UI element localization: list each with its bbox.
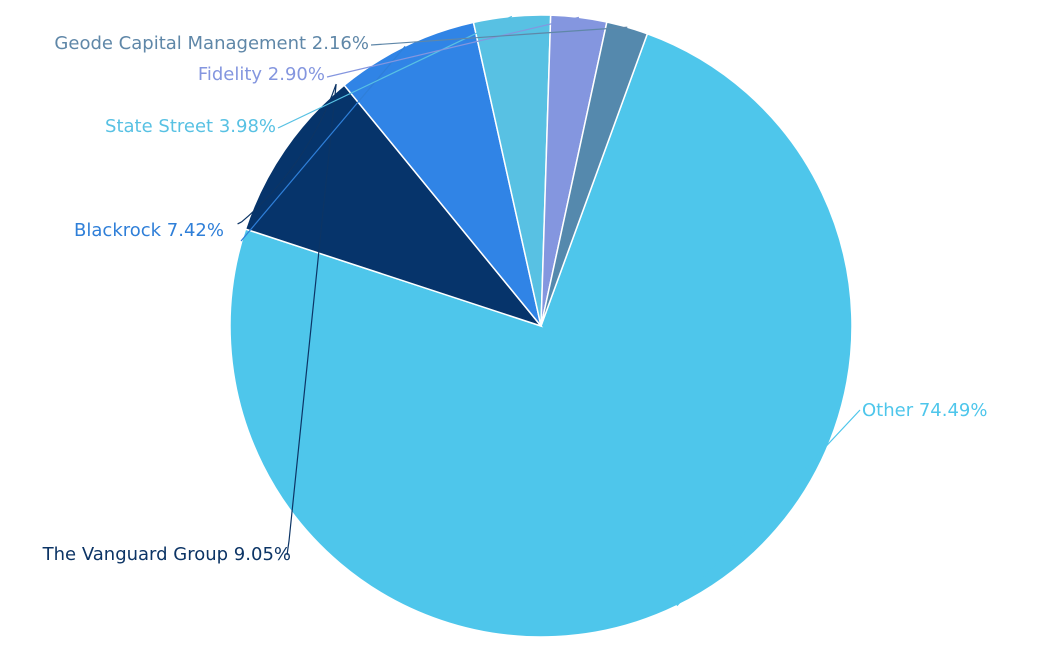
leader-line-fidelity xyxy=(326,16,580,78)
leader-line-the-vanguard-group xyxy=(237,83,337,556)
leader-line-other xyxy=(676,409,861,607)
leader-line-geode-capital-management xyxy=(370,26,628,46)
slice-labels: Other 74.49% The Vanguard Group 9.05% Blac… xyxy=(42,33,988,565)
label-connectors xyxy=(237,15,861,607)
slice-label-state-street: State Street 3.98% xyxy=(105,116,276,137)
leader-line-blackrock xyxy=(240,45,406,242)
pie-slices xyxy=(229,14,853,638)
pie-slice-other xyxy=(229,32,853,638)
slice-label-other: Other 74.49% xyxy=(862,400,987,421)
slice-label-fidelity: Fidelity 2.90% xyxy=(198,64,325,85)
slice-label-blackrock: Blackrock 7.42% xyxy=(74,220,224,241)
slice-label-geode-capital-management: Geode Capital Management 2.16% xyxy=(54,33,369,54)
slice-label-the-vanguard-group: The Vanguard Group 9.05% xyxy=(42,544,291,565)
leader-line-state-street xyxy=(277,15,513,129)
